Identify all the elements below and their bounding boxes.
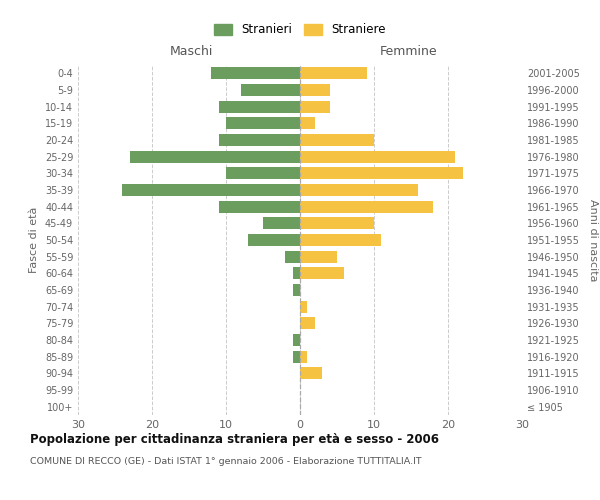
Bar <box>226 118 300 130</box>
Bar <box>293 334 300 346</box>
Bar <box>285 250 300 262</box>
Bar <box>300 134 374 146</box>
Bar <box>218 200 300 212</box>
Bar <box>263 218 300 230</box>
Bar <box>241 84 300 96</box>
Bar <box>300 150 455 162</box>
Bar <box>300 68 367 80</box>
Bar <box>218 100 300 112</box>
Bar <box>300 184 418 196</box>
Bar <box>300 350 307 362</box>
Bar <box>211 68 300 80</box>
Bar <box>300 250 337 262</box>
Bar <box>293 284 300 296</box>
Bar <box>226 168 300 179</box>
Y-axis label: Fasce di età: Fasce di età <box>29 207 39 273</box>
Bar <box>300 318 315 330</box>
Bar <box>293 350 300 362</box>
Legend: Stranieri, Straniere: Stranieri, Straniere <box>211 20 389 40</box>
Bar <box>293 268 300 280</box>
Bar <box>300 168 463 179</box>
Bar <box>300 268 344 280</box>
Text: Popolazione per cittadinanza straniera per età e sesso - 2006: Popolazione per cittadinanza straniera p… <box>30 432 439 446</box>
Bar <box>300 200 433 212</box>
Bar <box>300 368 322 380</box>
Bar <box>300 84 329 96</box>
Bar <box>300 300 307 312</box>
Text: COMUNE DI RECCO (GE) - Dati ISTAT 1° gennaio 2006 - Elaborazione TUTTITALIA.IT: COMUNE DI RECCO (GE) - Dati ISTAT 1° gen… <box>30 458 422 466</box>
Bar <box>300 234 382 246</box>
Bar <box>300 118 315 130</box>
Bar <box>130 150 300 162</box>
Bar <box>300 100 329 112</box>
Text: Maschi: Maschi <box>170 45 213 58</box>
Bar <box>122 184 300 196</box>
Y-axis label: Anni di nascita: Anni di nascita <box>588 198 598 281</box>
Bar <box>218 134 300 146</box>
Bar <box>300 218 374 230</box>
Text: Femmine: Femmine <box>380 45 437 58</box>
Bar <box>248 234 300 246</box>
